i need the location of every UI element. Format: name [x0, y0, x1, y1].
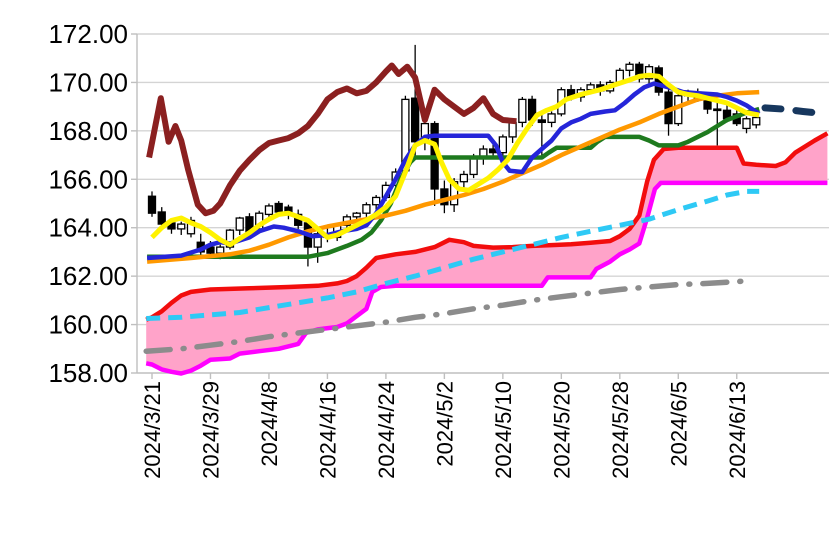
- candle-body: [742, 118, 751, 130]
- y-axis-label: 160.00: [48, 310, 128, 340]
- candle-body: [537, 119, 546, 124]
- candle-body: [177, 223, 186, 230]
- cloud-upper-line: [145, 131, 829, 322]
- y-axis-label: 168.00: [48, 116, 128, 146]
- x-axis-label: 2024/4/16: [315, 381, 340, 479]
- x-axis-label: 2024/4/8: [257, 381, 282, 467]
- cyan-dashed-line: [146, 188, 760, 321]
- candle-body: [274, 202, 283, 213]
- candle-body: [713, 108, 722, 112]
- cloud-fill: [146, 133, 828, 374]
- candle-body: [459, 173, 469, 183]
- candle-body: [410, 97, 420, 143]
- yellow-ma-line: [150, 72, 760, 248]
- candle-body: [362, 204, 371, 214]
- candle-body: [625, 63, 634, 71]
- candle-body: [264, 205, 274, 216]
- y-axis-label: 172.00: [48, 19, 128, 49]
- x-axis-label: 2024/5/20: [549, 381, 574, 479]
- x-axis-label: 2024/4/24: [374, 381, 399, 479]
- candle-body: [547, 113, 556, 124]
- gray-dashdot-line: [143, 278, 750, 354]
- candle-body: [518, 98, 527, 124]
- x-axis-label: 2024/3/21: [140, 381, 165, 479]
- x-axis-label: 2024/5/2: [432, 381, 457, 467]
- candle-body: [147, 195, 157, 214]
- candle-body: [752, 116, 761, 126]
- candle-body: [372, 196, 381, 206]
- candle-body: [235, 217, 244, 231]
- x-axis-label: 2024/5/28: [608, 381, 633, 479]
- y-axis-label: 170.00: [48, 67, 128, 97]
- y-axis-label: 166.00: [48, 164, 128, 194]
- orange-ma-line: [146, 89, 760, 264]
- candle-body: [498, 136, 508, 154]
- green-ma-line: [147, 106, 760, 260]
- x-axis-label: 2024/3/29: [198, 381, 223, 479]
- x-axis-label: 2024/5/10: [491, 381, 516, 479]
- y-axis-label: 158.00: [48, 358, 128, 388]
- y-axis-label: 164.00: [48, 213, 128, 243]
- candle-body: [216, 246, 225, 254]
- candle-body: [508, 121, 517, 138]
- x-axis-label: 2024/6/5: [666, 381, 691, 467]
- cloud-lower-line: [145, 180, 828, 376]
- blue-ma-line: [146, 81, 761, 261]
- y-axis-label: 162.00: [48, 261, 128, 291]
- navy-forecast-dashed-line: [761, 104, 830, 118]
- candle-body: [157, 211, 166, 225]
- candle-body: [469, 156, 478, 176]
- darkred-line: [146, 62, 517, 217]
- x-axis-label: 2024/6/13: [725, 381, 750, 479]
- candle-body: [352, 212, 361, 218]
